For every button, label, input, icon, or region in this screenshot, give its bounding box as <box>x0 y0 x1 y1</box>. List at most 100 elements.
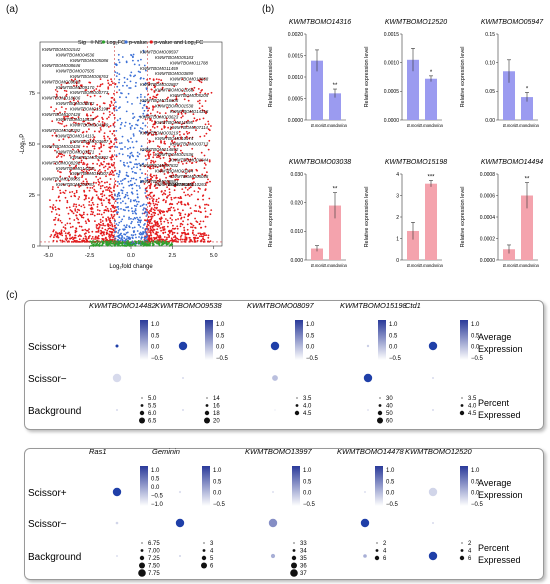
expression-dot <box>179 555 181 557</box>
point-sig <box>182 220 185 223</box>
point-sig <box>167 207 170 210</box>
y-tick-label: 0.0000 <box>480 258 496 264</box>
point-pvalue <box>132 53 135 56</box>
point-sig <box>172 99 174 102</box>
expression-dot <box>367 409 369 411</box>
y-axis-label: Relative expression level <box>268 187 274 248</box>
point-pvalue <box>137 59 140 62</box>
point-pvalue <box>115 109 118 112</box>
point-sig <box>100 150 103 153</box>
category-label: B.mori <box>311 263 324 268</box>
point-pvalue <box>123 76 126 79</box>
panel-label-c: (c) <box>6 290 18 301</box>
colorbar-tick-label: −0.5 <box>213 502 226 508</box>
y-tick-label: 0.00 <box>485 118 495 124</box>
point-pvalue <box>134 212 137 214</box>
point-sig <box>208 139 211 142</box>
point-pvalue <box>131 220 133 223</box>
point-sig <box>75 189 78 192</box>
significance-label: ** <box>333 83 338 89</box>
point-sig <box>88 231 90 234</box>
point-sig <box>57 170 59 172</box>
point-pvalue <box>133 182 136 185</box>
point-pvalue <box>113 236 116 238</box>
point-sig <box>197 191 200 193</box>
point-sig <box>169 239 172 242</box>
point-sig <box>73 167 75 170</box>
point-sig <box>168 188 171 191</box>
point-sig <box>190 226 192 229</box>
point-sig <box>157 209 160 212</box>
point-sig <box>174 238 177 241</box>
point-pvalue <box>121 148 124 150</box>
point-sig <box>96 108 99 110</box>
point-sig <box>82 152 85 155</box>
size-legend-dot <box>377 417 383 424</box>
point-sig <box>163 236 166 238</box>
point-log2fc <box>121 244 123 247</box>
point-sig <box>59 189 61 192</box>
point-sig <box>98 89 101 92</box>
point-sig <box>148 179 151 181</box>
point-sig <box>198 205 201 208</box>
bar <box>407 59 419 120</box>
point-sig <box>54 162 56 165</box>
point-pvalue <box>129 128 132 130</box>
point-sig <box>64 189 67 192</box>
point-pvalue <box>134 233 137 236</box>
dotplot-frame-bottom <box>24 448 544 580</box>
gene-label: KWMTBOMO10174 <box>155 136 194 141</box>
point-sig <box>52 230 55 233</box>
point-pvalue <box>120 92 122 94</box>
point-sig <box>90 206 93 209</box>
point-sig <box>103 132 106 134</box>
size-legend-dot <box>139 410 145 416</box>
point-sig <box>69 191 71 194</box>
point-sig <box>96 203 99 206</box>
point-sig <box>61 234 64 237</box>
point-sig <box>108 84 111 86</box>
point-pvalue <box>136 203 139 206</box>
category-label: B.mandarina <box>419 123 443 128</box>
point-pvalue <box>143 115 146 118</box>
point-sig <box>110 204 113 207</box>
point-sig <box>93 238 95 240</box>
point-sig <box>181 115 184 117</box>
point-pvalue <box>125 96 128 99</box>
point-pvalue <box>141 128 144 130</box>
point-sig <box>101 121 104 123</box>
point-log2fc <box>93 243 95 246</box>
point-pvalue <box>142 77 145 80</box>
point-sig <box>193 210 196 212</box>
point-sig <box>166 106 169 109</box>
point-log2fc <box>161 243 164 245</box>
point-sig <box>109 171 112 174</box>
gene-label: KWMTBOMO09170 <box>56 85 95 90</box>
point-sig <box>189 207 192 210</box>
point-pvalue <box>128 236 131 239</box>
point-sig <box>75 81 78 84</box>
point-sig <box>181 152 184 154</box>
point-log2fc <box>90 242 93 245</box>
point-sig <box>62 183 65 186</box>
point-sig <box>96 227 98 230</box>
point-sig <box>204 203 206 206</box>
point-sig <box>68 175 71 178</box>
point-sig <box>107 201 110 204</box>
point-sig <box>203 232 206 235</box>
point-sig <box>171 214 174 217</box>
point-sig <box>93 185 95 188</box>
gene-label: KWMTBOMO10307 <box>70 171 109 176</box>
point-sig <box>161 193 164 196</box>
point-sig <box>154 120 156 123</box>
point-log2fc <box>95 240 98 243</box>
point-sig <box>111 145 114 148</box>
point-sig <box>167 195 170 197</box>
point-sig <box>155 237 158 240</box>
point-sig <box>114 200 117 203</box>
point-sig <box>83 168 86 171</box>
point-sig <box>183 238 186 241</box>
point-sig <box>182 109 184 112</box>
point-sig <box>109 130 111 133</box>
point-sig <box>200 240 203 243</box>
